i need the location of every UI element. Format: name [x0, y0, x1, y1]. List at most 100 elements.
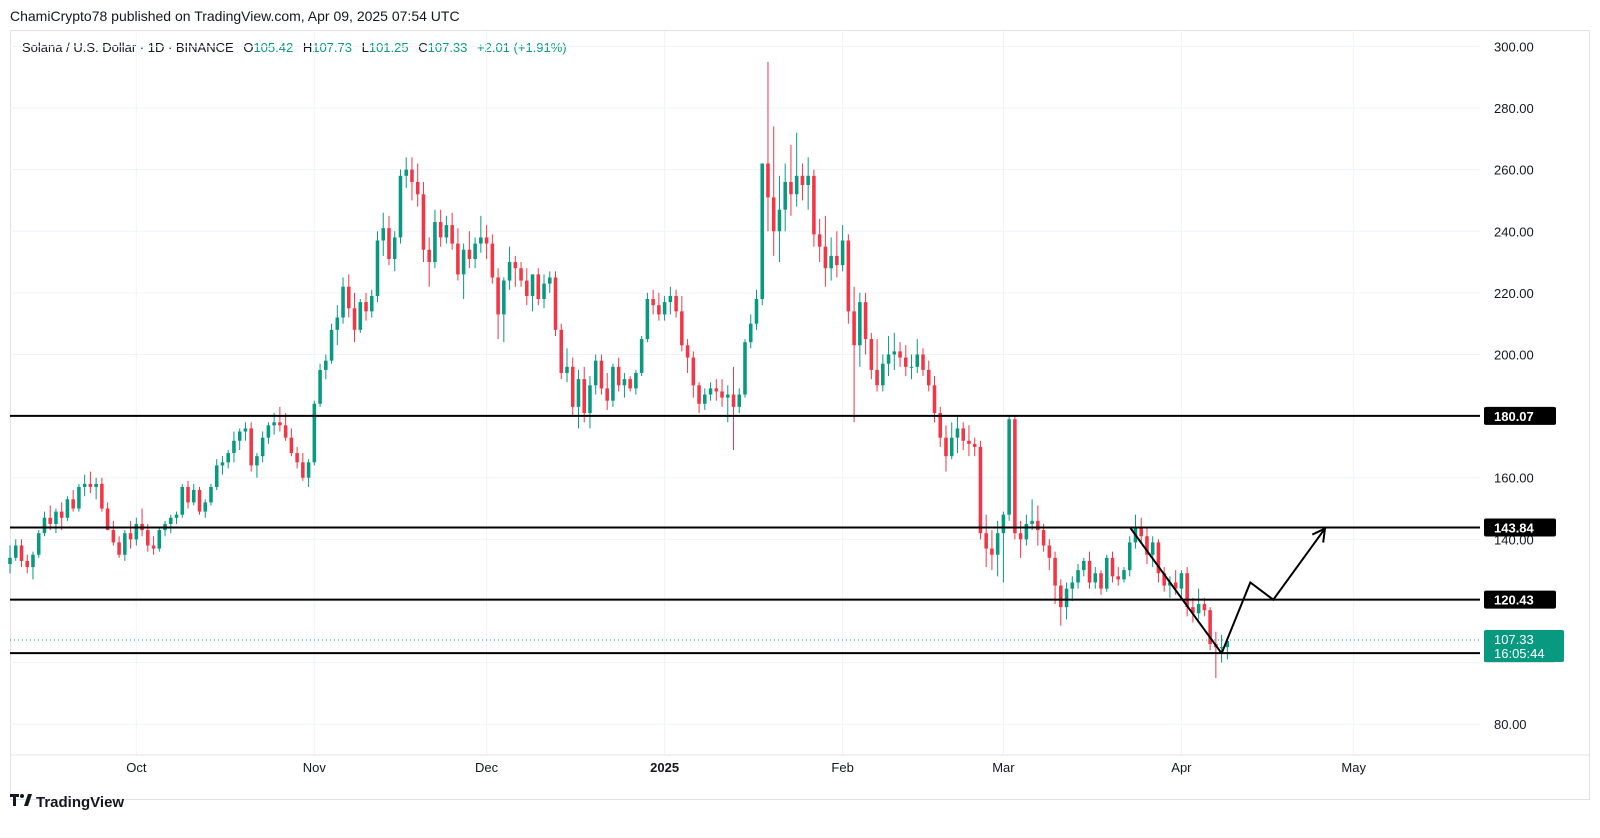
candle-body [978, 446, 983, 534]
candle-body [197, 490, 202, 512]
candle-body [720, 391, 724, 398]
candle-body [593, 360, 598, 386]
candle-body [984, 533, 988, 549]
candle-body [375, 240, 380, 296]
candle-body [415, 181, 420, 195]
candle-body [306, 462, 311, 478]
candle-body [898, 351, 902, 358]
candle-body [479, 237, 483, 244]
candle-body [536, 274, 541, 300]
legend-low-label: L [361, 40, 369, 55]
candle-body [1219, 647, 1224, 649]
candle-body [128, 533, 133, 540]
candle-body [777, 209, 782, 232]
candle-body [1087, 560, 1092, 583]
candle-body [461, 249, 466, 275]
candle-body [852, 311, 856, 346]
candle-body [754, 299, 759, 324]
candle-body [1168, 582, 1172, 586]
candle-body [525, 280, 529, 296]
legend-low-value: 101.25 [368, 40, 409, 55]
candle-body [823, 246, 828, 269]
candle-body [42, 517, 47, 534]
candle-body [565, 366, 569, 373]
candle-body [697, 385, 701, 404]
candle-body [771, 197, 776, 232]
candle-body [1185, 573, 1189, 608]
candle-body [714, 388, 719, 392]
candle-body [892, 351, 897, 355]
candle-body [542, 283, 546, 300]
candle-body [456, 243, 460, 275]
candle-body [1076, 570, 1080, 583]
candle-body [886, 354, 891, 364]
candle-body [341, 286, 345, 318]
candle-body [547, 277, 552, 284]
candle-body [921, 354, 925, 370]
candle-body [806, 175, 810, 186]
decline-path-line [1128, 526, 1223, 654]
candle-body [226, 453, 230, 463]
candle-body [100, 483, 104, 509]
candle-body [1099, 573, 1103, 589]
x-tick-label: Nov [303, 760, 327, 775]
candle-body [358, 302, 363, 330]
candle-body [1041, 530, 1046, 546]
candle-body [209, 486, 213, 503]
candle-body [404, 169, 408, 176]
candle-body [105, 508, 110, 531]
candle-body [817, 234, 822, 247]
candle-body [725, 394, 730, 398]
candle-body [295, 453, 299, 463]
candle-body [387, 228, 391, 259]
candle-body [949, 437, 954, 457]
candle-body [444, 225, 449, 238]
brand-label: TradingView [36, 793, 125, 811]
candle-body [783, 181, 787, 210]
candle-body [611, 366, 615, 401]
candle-body [502, 280, 506, 315]
candle-body [467, 249, 472, 259]
candle-body [473, 243, 477, 259]
candle-body [616, 366, 621, 386]
candle-body [249, 428, 253, 466]
candle-body [789, 181, 793, 195]
candle-body [180, 486, 185, 515]
candle-body [1208, 610, 1212, 645]
candle-body [766, 163, 770, 198]
candle-body [174, 514, 179, 518]
candle-body [588, 385, 592, 414]
candle-body [840, 240, 845, 266]
tradingview-brand[interactable]: TradingView [10, 793, 124, 811]
candle-body [668, 295, 673, 303]
candle-body [13, 545, 18, 558]
candle-body [651, 299, 655, 306]
candle-body [191, 490, 196, 503]
candle-body [1093, 573, 1098, 583]
last-price-label: 107.33 [1494, 632, 1534, 647]
level-price-label: 143.84 [1494, 521, 1535, 536]
candle-body [410, 169, 414, 182]
candle-body [335, 317, 340, 330]
candle-body [926, 369, 931, 386]
legend-symbol: Solana / U.S. Dollar · 1D · BINANCE [22, 40, 234, 55]
candle-body [496, 277, 500, 315]
level-price-tag [1484, 406, 1556, 425]
candle-body [513, 262, 518, 269]
candle-body [1179, 573, 1184, 589]
candle-body [995, 533, 1000, 555]
candle-body [134, 523, 139, 540]
level-price-tag [1484, 518, 1556, 537]
candle-body [438, 222, 443, 238]
candle-body [364, 302, 368, 312]
candle-body [1053, 557, 1057, 586]
candle-body [484, 237, 489, 244]
projection-arrow-head [1311, 526, 1327, 543]
candle-body [1162, 573, 1166, 586]
candle-body [398, 175, 403, 238]
candle-body [203, 502, 208, 512]
candle-body [329, 329, 334, 361]
candle-body [955, 428, 960, 438]
candle-body [829, 255, 833, 269]
